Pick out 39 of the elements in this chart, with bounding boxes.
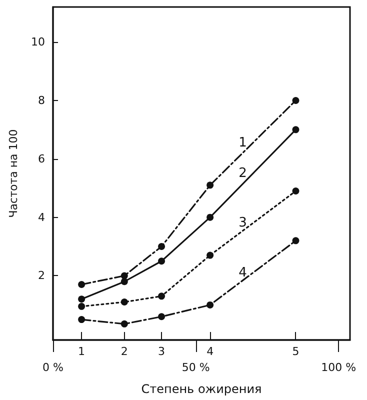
x-tick-label: 0 % xyxy=(42,361,64,374)
series-label: 2 xyxy=(238,166,247,181)
series-label: 3 xyxy=(238,216,247,231)
y-tick-label: 10 xyxy=(31,36,45,49)
point xyxy=(292,126,300,134)
point xyxy=(78,316,86,324)
text: 5 xyxy=(292,345,300,358)
point xyxy=(206,252,214,259)
point xyxy=(120,272,128,280)
point xyxy=(206,301,214,308)
y-tick-label: 8 xyxy=(38,94,45,107)
point xyxy=(292,237,300,244)
point xyxy=(292,96,300,104)
y-tick-label: 4 xyxy=(38,210,45,224)
text: 2 xyxy=(120,345,128,358)
point xyxy=(120,320,128,328)
text: 3 xyxy=(158,345,166,358)
text: 4 xyxy=(206,345,214,358)
point xyxy=(158,243,166,250)
x-tick-label: 50 % xyxy=(182,361,210,374)
point xyxy=(120,278,128,286)
point xyxy=(158,313,166,320)
point xyxy=(78,302,86,310)
point xyxy=(292,188,300,195)
y-axis-title: Частота на 100 xyxy=(7,129,20,218)
point xyxy=(158,292,166,300)
point xyxy=(206,182,214,189)
point xyxy=(78,281,86,288)
series-label: 4 xyxy=(238,265,247,280)
point xyxy=(206,214,214,221)
series-label: 1 xyxy=(238,135,247,150)
point xyxy=(78,296,86,303)
y-tick-label: 2 xyxy=(38,269,45,282)
point xyxy=(158,258,166,265)
y-tick-label: 6 xyxy=(38,152,45,166)
point xyxy=(120,298,128,306)
text: 1 xyxy=(78,345,86,358)
x-axis-title: Степень ожирения xyxy=(141,382,262,396)
x-tick-label: 100 % xyxy=(321,361,356,374)
